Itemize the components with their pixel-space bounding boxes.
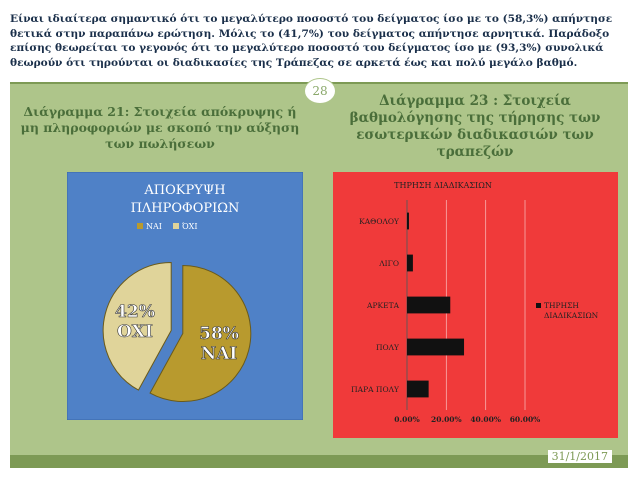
pie-title-line: ΠΛΗΡΟΦΟΡΙΩΝ — [131, 201, 240, 216]
slide-date: 31/1/2017 — [547, 450, 612, 463]
bar-chart-background — [333, 172, 618, 438]
pie-slice-label: 58% — [199, 324, 239, 344]
bar-legend-swatch — [536, 303, 541, 308]
pie-slice — [149, 264, 252, 402]
pie-chart: ΑΠΟΚΡΥΨΗ ΠΛΗΡΟΦΟΡΙΩΝ ΝΑΙ ΌΧΙ 58% ΝΑΙ 42% ΟΧΙ — [66, 171, 304, 421]
bar — [407, 296, 451, 314]
bar-x-tick-label: 20.00% — [431, 415, 462, 424]
bar — [407, 380, 429, 398]
bar — [407, 212, 409, 230]
bar — [407, 254, 413, 272]
bar-x-tick-label: 0.00% — [394, 415, 419, 424]
bar-category-label: ΛΙΓΟ — [378, 259, 399, 268]
pie-legend-swatch — [137, 223, 143, 229]
bar-x-tick-label: 60.00% — [510, 415, 541, 424]
bar-category-label: ΠΑΡΑ ΠΟΛΥ — [351, 385, 400, 394]
top-paragraph: Είναι ιδιαίτερα σημαντικό ότι το μεγαλύτ… — [10, 13, 613, 69]
bar-legend-label: ΤΗΡΗΣΗ — [544, 301, 579, 310]
footer-bar — [10, 455, 628, 468]
pie-slice-label: 42% — [115, 302, 155, 322]
bar-chart-title: ΤΗΡΗΣΗ ΔΙΑΔΙΚΑΣΙΩΝ — [394, 181, 492, 190]
bar-chart: ΤΗΡΗΣΗ ΔΙΑΔΙΚΑΣΙΩΝ 0.00% 20.00% 40.00% 60.00… — [333, 172, 618, 438]
bar-legend-label: ΔΙΑΔΙΚΑΣΙΩΝ — [544, 311, 599, 320]
bar-category-label: ΚΑΘΟΛΟΥ — [359, 217, 400, 226]
bar — [407, 338, 465, 356]
bar-x-tick-label: 40.00% — [470, 415, 501, 424]
pie-title-line: ΑΠΟΚΡΥΨΗ — [143, 183, 225, 198]
page-number-badge: 28 — [304, 78, 336, 104]
pie-slice-label: ΟΧΙ — [117, 322, 153, 342]
bar-category-label: ΠΟΛΥ — [376, 343, 400, 352]
pie-slice-label: ΝΑΙ — [201, 344, 238, 364]
bar-category-label: ΑΡΚΕΤΑ — [366, 301, 400, 310]
pie-legend-swatch — [173, 223, 179, 229]
pie-slice — [102, 262, 172, 391]
bar-chart-svg: ΤΗΡΗΣΗ ΔΙΑΔΙΚΑΣΙΩΝ 0.00% 20.00% 40.00% 60.00… — [333, 172, 618, 438]
pie-legend-label: ΌΧΙ — [182, 222, 198, 231]
pie-legend-label: ΝΑΙ — [146, 222, 162, 231]
left-chart-heading: Διάγραμμα 21: Στοιχεία απόκρυψης ή μη πλ… — [20, 104, 300, 151]
right-chart-heading: Διάγραμμα 23 : Στοιχεία βαθμολόγησης της… — [349, 93, 601, 160]
